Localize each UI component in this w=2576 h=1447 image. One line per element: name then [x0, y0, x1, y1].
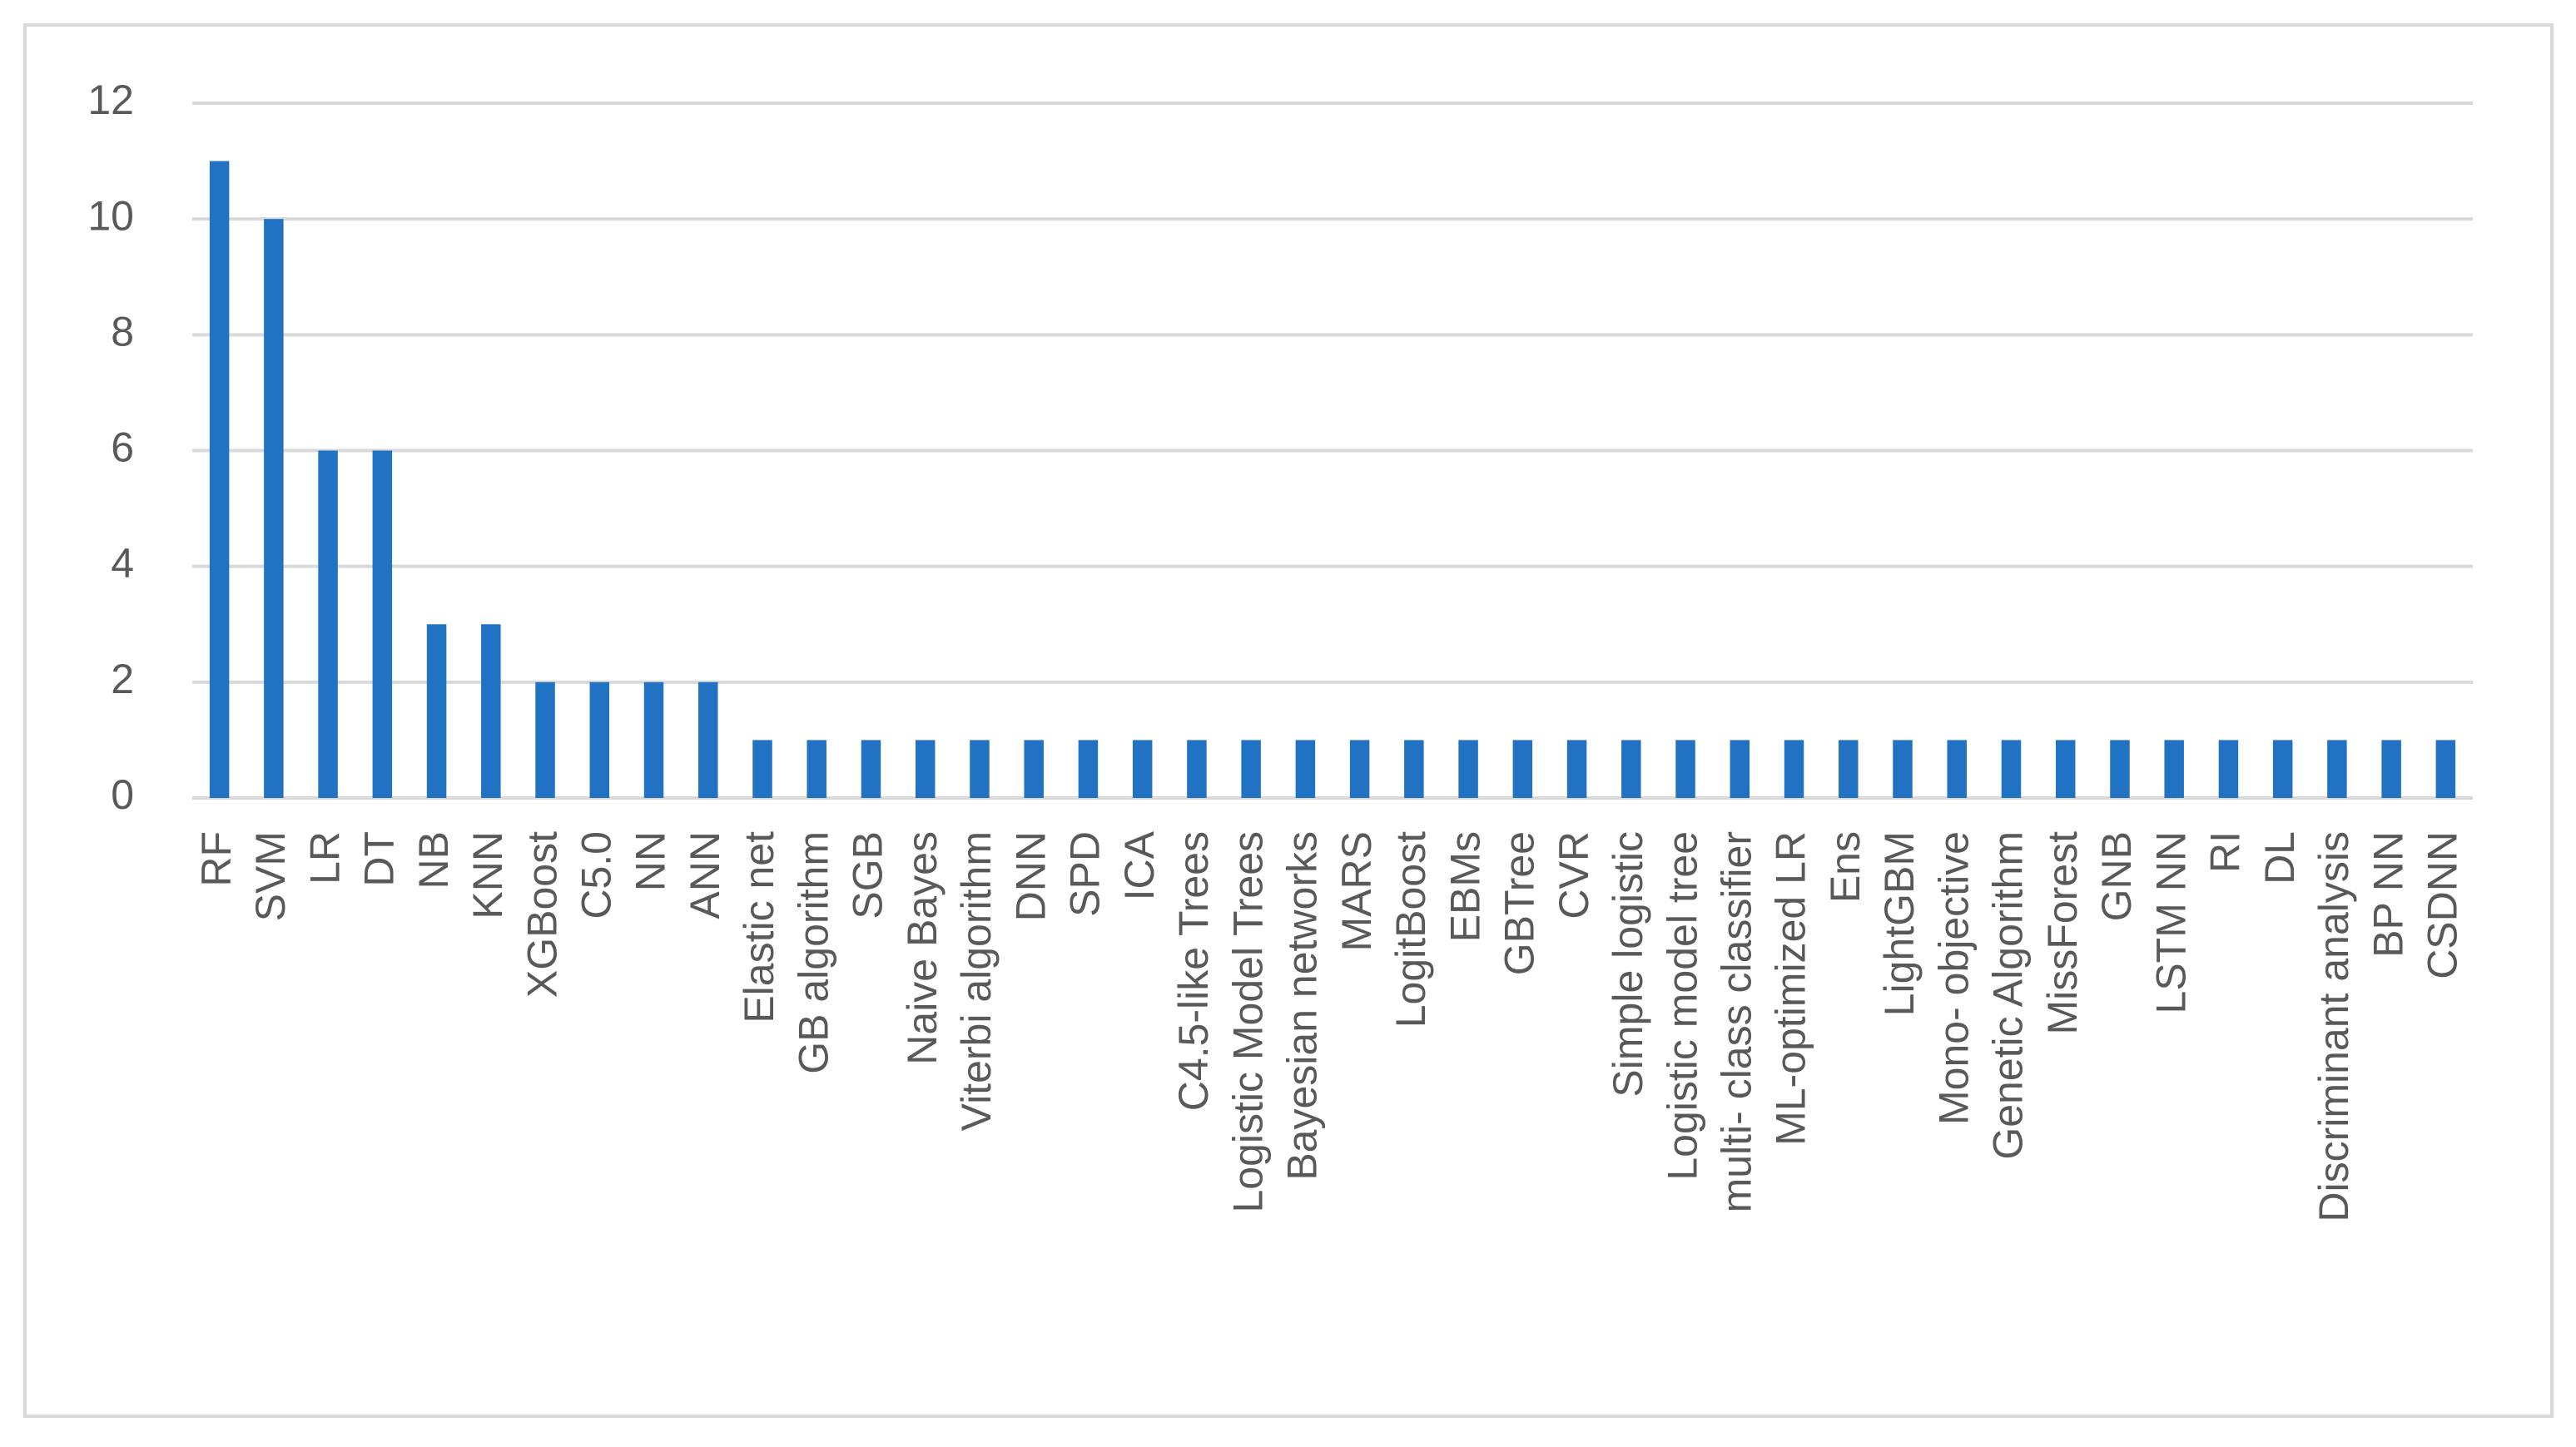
x-tick-label: BP NN [2365, 831, 2411, 958]
x-tick-label: Bayesian networks [1279, 831, 1326, 1181]
x-tick-label: SPD [1062, 831, 1109, 917]
x-tick-label: Naive Bayes [899, 831, 946, 1065]
x-tick-label: KNN [464, 831, 511, 919]
bar [2327, 740, 2347, 798]
y-tick-label: 0 [111, 771, 134, 818]
bar [2110, 740, 2130, 798]
x-tick-label: Discriminant analysis [2310, 831, 2357, 1222]
bar [1404, 740, 1424, 798]
bar [698, 681, 718, 798]
bar [589, 681, 610, 798]
bar [1132, 740, 1153, 798]
x-tick-label: LogitBoost [1387, 831, 1434, 1028]
bar [643, 681, 664, 798]
bar [1458, 740, 1478, 798]
y-tick-label: 6 [111, 424, 134, 471]
bar [915, 740, 936, 798]
bar [372, 450, 393, 798]
bar [2381, 740, 2401, 798]
bar [264, 219, 284, 799]
x-tick-label: SVM [247, 831, 294, 921]
x-tick-label: DT [356, 831, 403, 887]
x-tick-label: GB algorithm [790, 831, 836, 1074]
x-tick-label: EBMs [1442, 831, 1488, 942]
y-tick-label: 10 [87, 192, 134, 239]
bar [2435, 740, 2456, 798]
bar [481, 624, 501, 798]
x-tick-label: C5.0 [573, 831, 619, 919]
bar [535, 681, 555, 798]
bar [209, 161, 230, 799]
x-tick-label: Simple logistic [1605, 831, 1651, 1098]
bar [752, 740, 772, 798]
x-tick-label: SGB [845, 831, 891, 919]
x-tick-label: Ens [1822, 831, 1869, 903]
x-tick-label: Logistic Model Trees [1224, 831, 1271, 1213]
x-tick-label: GBTree [1496, 831, 1543, 975]
bar [2055, 740, 2076, 798]
bar [861, 740, 881, 798]
bar [1187, 740, 1207, 798]
x-tick-label: CVR [1551, 831, 1597, 919]
y-tick-label: 12 [87, 77, 134, 123]
x-tick-label: Logistic model tree [1659, 831, 1705, 1181]
bar [2001, 740, 2022, 798]
bar [1566, 740, 1587, 798]
x-tick-label: multi- class classifier [1713, 831, 1760, 1212]
x-tick-label: GNB [2093, 831, 2140, 921]
bar [1621, 740, 1641, 798]
chart-frame [23, 23, 2554, 1418]
x-tick-label: CSDNN [2420, 831, 2466, 979]
x-tick-label: RI [2202, 831, 2249, 873]
x-tick-label: RF [193, 831, 240, 887]
bar [807, 740, 826, 798]
bar [426, 624, 447, 798]
bar [1675, 740, 1695, 798]
bar [970, 740, 990, 798]
bar [1893, 740, 1913, 798]
y-tick-label: 8 [111, 309, 134, 355]
bar [1784, 740, 1804, 798]
x-tick-label: ICA [1116, 830, 1163, 900]
bar [1024, 740, 1044, 798]
x-tick-label: NB [410, 831, 457, 889]
x-tick-label: LightGBM [1876, 831, 1923, 1016]
bar [1349, 740, 1370, 798]
bar [1241, 740, 1261, 798]
x-tick-label: MARS [1333, 831, 1380, 951]
x-tick-label: C4.5-like Trees [1170, 831, 1217, 1111]
x-tick-label: NN [628, 831, 674, 891]
y-tick-label: 2 [111, 656, 134, 702]
x-tick-label: Elastic net [736, 831, 782, 1023]
bar [1947, 740, 1967, 798]
bar [2164, 740, 2184, 798]
bar [1839, 740, 1859, 798]
x-tick-label: DNN [1007, 831, 1054, 921]
y-tick-label: 4 [111, 540, 134, 587]
bar [1078, 740, 1099, 798]
x-tick-label: DL [2256, 831, 2303, 885]
bar [2218, 740, 2239, 798]
x-tick-label: ML-optimized LR [1768, 831, 1814, 1146]
x-tick-label: LR [301, 831, 348, 885]
bar [1730, 740, 1750, 798]
x-tick-label: XGBoost [519, 831, 565, 998]
bar [318, 450, 338, 798]
x-tick-label: LSTM NN [2147, 831, 2194, 1013]
x-tick-label: MissForest [2039, 831, 2086, 1035]
x-tick-label: Viterbi algorithm [953, 831, 1000, 1131]
bar [1512, 740, 1533, 798]
bar [1295, 740, 1316, 798]
bar [2272, 740, 2293, 798]
x-tick-label: Mono- objective [1930, 831, 1977, 1125]
x-tick-label: Genetic Algorithm [1985, 831, 2032, 1160]
x-tick-label: ANN [682, 831, 728, 919]
